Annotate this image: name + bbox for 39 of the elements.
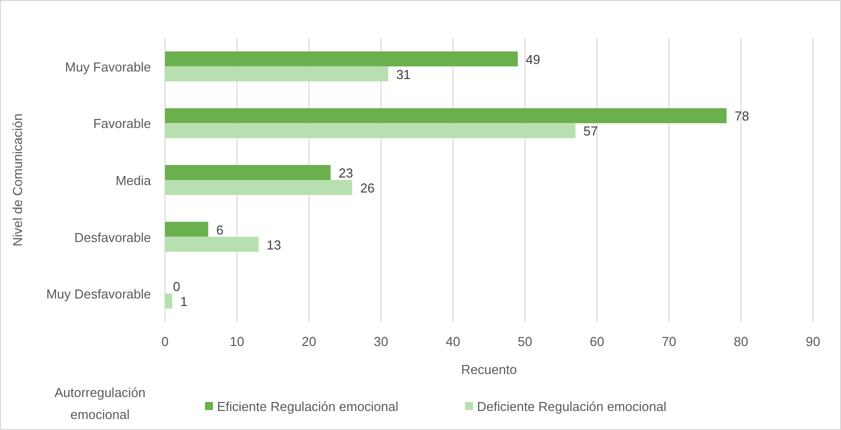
data-label: 6 (216, 222, 224, 238)
bar (165, 294, 172, 309)
x-tick-label: 80 (734, 334, 748, 349)
data-label: 0 (173, 279, 180, 294)
x-tick-label: 50 (518, 334, 532, 349)
data-label: 78 (734, 108, 750, 124)
y-tick-label: Muy Favorable (65, 59, 151, 74)
legend-label: Eficiente Regulación emocional (217, 399, 398, 414)
bar (165, 180, 352, 195)
legend-label: Deficiente Regulación emocional (477, 399, 666, 414)
data-label: 23 (338, 166, 354, 180)
x-tick-label: 90 (806, 334, 820, 349)
x-tick-label: 70 (662, 334, 676, 349)
y-tick-label: Media (116, 173, 152, 188)
x-tick-label: 10 (230, 334, 244, 349)
data-label: 13 (266, 237, 282, 252)
bar (165, 51, 518, 66)
data-label: 1 (180, 294, 188, 310)
data-label: 31 (396, 66, 411, 82)
x-tick-label: 20 (302, 334, 316, 349)
data-label: 49 (526, 52, 540, 67)
data-label: 26 (360, 180, 375, 196)
bar (165, 165, 331, 180)
y-tick-label: Desfavorable (74, 230, 151, 245)
bar (165, 108, 727, 124)
bar (165, 236, 259, 252)
x-axis-title: Recuento (461, 362, 517, 377)
x-tick-label: 0 (161, 334, 169, 349)
bar (165, 66, 388, 82)
bar (165, 222, 208, 237)
y-axis-title: Nivel de Comunicación (10, 114, 25, 246)
data-label: 57 (583, 124, 598, 139)
bar (165, 123, 576, 138)
legend-title: Autorregulación emocional (54, 385, 146, 422)
y-tick-label: Favorable (93, 116, 151, 132)
x-tick-label: 40 (446, 334, 460, 349)
x-tick-label: 60 (590, 334, 604, 349)
x-tick-label: 30 (374, 334, 388, 349)
y-tick-label: Muy Desfavorable (46, 286, 151, 302)
